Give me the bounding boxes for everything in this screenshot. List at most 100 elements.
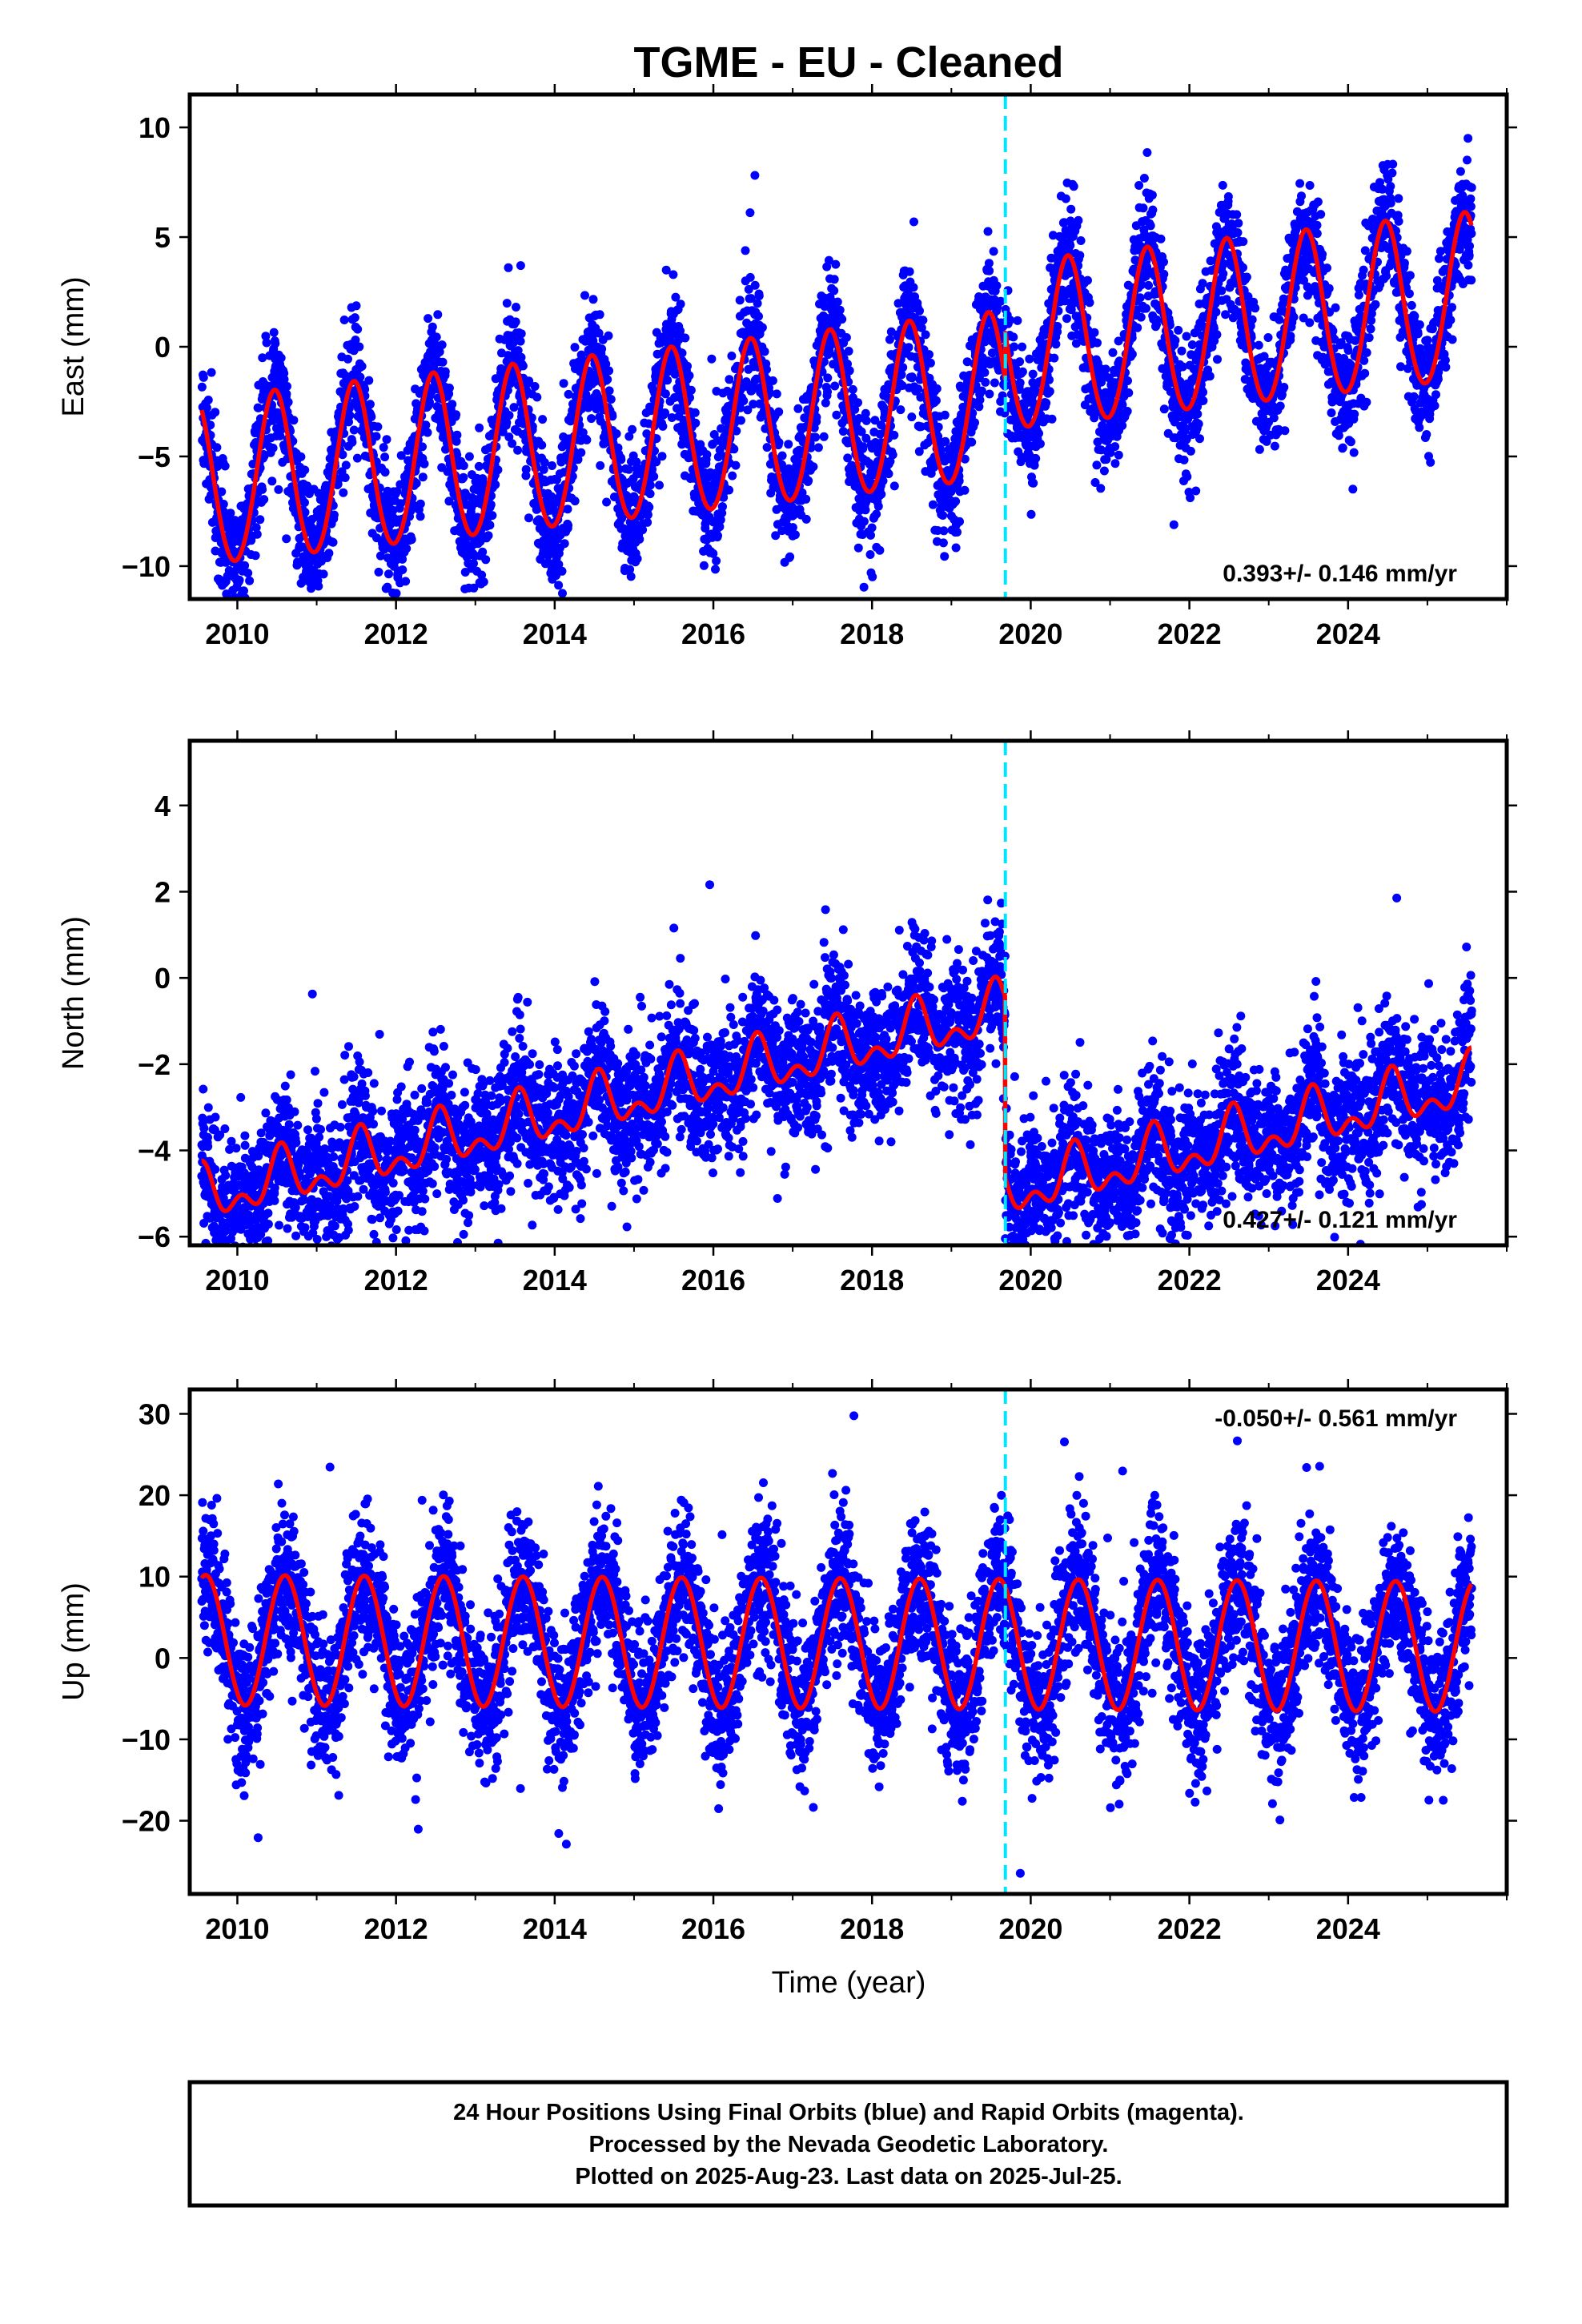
data-point xyxy=(985,389,994,399)
data-point xyxy=(493,465,503,475)
data-point xyxy=(433,310,443,320)
data-point xyxy=(580,291,589,300)
data-point xyxy=(338,450,347,460)
data-point xyxy=(885,335,894,344)
data-point xyxy=(440,367,450,376)
data-point xyxy=(737,416,745,425)
data-point xyxy=(809,462,818,472)
data-point xyxy=(1212,330,1222,340)
data-point xyxy=(521,471,531,480)
data-point xyxy=(432,332,441,342)
data-point xyxy=(271,339,280,348)
data-point xyxy=(448,400,457,409)
data-point xyxy=(1159,269,1169,279)
data-point xyxy=(1127,349,1137,359)
data-point xyxy=(699,561,709,570)
data-point xyxy=(347,437,357,447)
data-point xyxy=(420,459,429,468)
data-point xyxy=(1279,383,1289,392)
data-point xyxy=(813,443,823,452)
data-point xyxy=(469,559,478,569)
data-point xyxy=(474,461,484,471)
data-point xyxy=(635,534,644,544)
data-point xyxy=(563,505,572,514)
data-point xyxy=(1144,280,1153,290)
data-point xyxy=(1219,269,1228,279)
chart-title: TGME - EU - Cleaned xyxy=(633,38,1063,86)
data-point xyxy=(300,508,310,517)
data-point xyxy=(283,381,291,391)
data-point xyxy=(1029,478,1038,488)
data-point xyxy=(867,523,877,533)
data-point xyxy=(967,437,977,447)
data-point xyxy=(537,440,547,450)
data-point xyxy=(504,411,514,420)
data-point xyxy=(1123,376,1132,385)
data-point xyxy=(1083,275,1092,285)
data-point xyxy=(559,379,568,388)
data-point xyxy=(469,583,479,593)
data-point xyxy=(564,521,573,530)
data-point xyxy=(793,404,803,413)
data-point xyxy=(539,464,548,474)
data-point xyxy=(197,382,207,392)
data-point xyxy=(1234,219,1243,228)
data-point xyxy=(349,425,359,435)
data-point xyxy=(300,465,310,475)
data-point xyxy=(1316,210,1326,219)
data-point xyxy=(1205,372,1215,381)
data-point xyxy=(407,535,416,545)
data-point xyxy=(1035,439,1045,448)
data-point xyxy=(595,310,604,320)
data-point xyxy=(1075,251,1085,260)
data-point xyxy=(1110,459,1120,468)
data-point xyxy=(853,543,863,553)
data-point xyxy=(300,498,309,508)
data-point xyxy=(248,460,258,468)
data-point xyxy=(1074,215,1083,225)
data-point xyxy=(570,497,580,506)
data-point xyxy=(452,430,462,440)
data-point xyxy=(279,375,289,384)
data-point xyxy=(1142,304,1150,313)
data-point xyxy=(1211,308,1221,317)
data-point xyxy=(941,436,950,446)
data-point xyxy=(875,545,885,555)
data-point xyxy=(1061,194,1070,203)
data-point xyxy=(478,547,488,557)
data-point xyxy=(375,551,385,561)
data-point xyxy=(382,435,391,444)
data-point xyxy=(762,443,772,452)
data-point xyxy=(1133,323,1142,332)
data-point xyxy=(339,316,349,324)
data-point xyxy=(1242,272,1251,282)
data-point xyxy=(604,386,614,396)
data-point xyxy=(938,511,948,520)
data-point xyxy=(663,376,673,385)
data-point xyxy=(790,530,800,540)
data-point xyxy=(268,444,278,452)
data-point xyxy=(909,283,918,292)
data-point xyxy=(649,472,659,481)
data-point xyxy=(1122,407,1132,416)
data-point xyxy=(624,464,633,474)
data-point xyxy=(657,452,667,461)
data-point xyxy=(351,301,361,311)
data-point xyxy=(921,330,930,340)
data-point xyxy=(829,286,839,296)
data-point xyxy=(1169,520,1178,529)
data-point xyxy=(392,487,402,497)
data-point xyxy=(258,353,267,363)
data-point xyxy=(785,552,795,561)
data-point xyxy=(481,555,491,565)
data-point xyxy=(282,389,291,399)
data-point xyxy=(1026,509,1036,519)
data-point xyxy=(1323,263,1331,273)
data-point xyxy=(343,354,352,364)
data-point xyxy=(985,266,994,275)
data-point xyxy=(255,515,265,525)
data-point xyxy=(307,584,316,593)
data-point xyxy=(1269,413,1279,423)
data-point xyxy=(1182,332,1191,341)
data-point xyxy=(1186,446,1195,456)
